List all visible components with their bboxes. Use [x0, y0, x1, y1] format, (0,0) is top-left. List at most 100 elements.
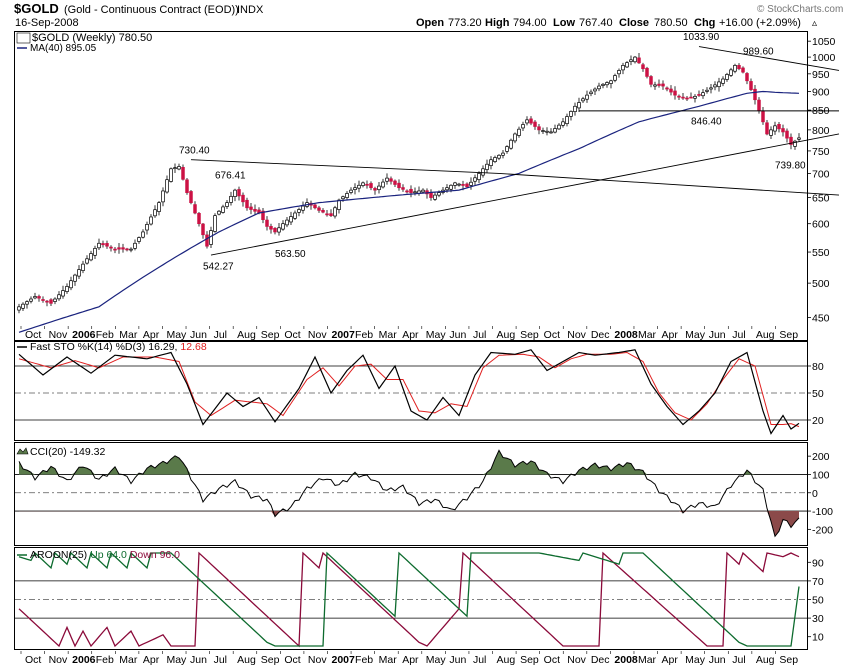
candle [205, 231, 209, 249]
candle [513, 132, 517, 144]
candle [117, 242, 121, 254]
candle [113, 247, 117, 254]
x-tick-label: Oct [544, 654, 560, 666]
x-tick-label: Jul [214, 654, 227, 666]
watermark: © StockCharts.com [757, 4, 843, 15]
candle [577, 97, 581, 113]
candle [765, 119, 769, 136]
candle [729, 67, 733, 78]
trendline [210, 133, 840, 256]
osc-tick-label: 50 [812, 595, 824, 607]
candle [97, 238, 101, 251]
osc-tick-label: 80 [812, 361, 824, 373]
x-tick-label: Mar [638, 654, 657, 666]
candle [309, 200, 313, 210]
x-tick-label: Oct [25, 329, 41, 341]
aroon-down-line [18, 551, 800, 648]
x-tick-label: Nov [308, 654, 327, 666]
candle [637, 53, 641, 64]
candle [81, 260, 85, 274]
sto-panel: 20 50 80 Fast STO %K(14) %D(3) 16.29, 12.6… [15, 341, 824, 435]
candle [41, 296, 45, 303]
candle [17, 303, 21, 314]
low-value: 767.40 [579, 17, 613, 29]
candle [609, 79, 613, 89]
price-tick-label: 500 [812, 278, 830, 290]
x-tick-label: Mar [379, 329, 398, 341]
x-tick-label: May [166, 654, 187, 666]
candle [705, 87, 709, 94]
candle [769, 126, 773, 140]
candle [345, 191, 349, 200]
candle [797, 133, 801, 142]
candle [45, 299, 49, 307]
candle [673, 86, 677, 100]
candle [665, 86, 669, 92]
open-label: Open [416, 17, 444, 29]
price-tick-label: 800 [812, 125, 830, 137]
candle [65, 283, 69, 294]
x-tick-label: Feb [355, 654, 373, 666]
candle [173, 163, 177, 173]
candle [613, 73, 617, 83]
chart-date: 16-Sep-2008 [15, 17, 79, 29]
x-tick-label: Sep [520, 654, 539, 666]
price-tick-label: 650 [812, 193, 830, 205]
candle [593, 87, 597, 96]
x-tick-label: 2006 [72, 654, 96, 666]
price-y-axis: 450 500 550 600 650 700 750 800 850 900 950 1000 105… [807, 36, 836, 325]
candle [297, 207, 301, 217]
candle [541, 127, 545, 135]
x-tick-label: Mar [119, 654, 138, 666]
candle [617, 68, 621, 78]
sto-legend-prefix: Fast STO %K(14) %D(3) 16.29, 12.68 [30, 341, 207, 353]
candle [221, 204, 225, 214]
x-tick-label: Aug [237, 329, 256, 341]
candle [429, 189, 433, 201]
x-tick-label: May [685, 329, 706, 341]
sto-k-line [18, 349, 800, 435]
x-tick-label: Sep [261, 329, 280, 341]
candle [601, 82, 605, 89]
candle [281, 220, 285, 231]
x-tick-label: Jul [214, 329, 227, 341]
candle [137, 236, 141, 244]
x-tick-label: May [426, 654, 447, 666]
candle [417, 186, 421, 196]
candle [721, 76, 725, 87]
price-tick-label: 700 [812, 168, 830, 180]
x-tick-label: Nov [567, 329, 586, 341]
x-tick-label: Sep [520, 329, 539, 341]
osc-tick-label: 20 [812, 415, 824, 427]
candle [701, 88, 705, 99]
x-tick-label: Apr [402, 329, 419, 341]
candle [465, 182, 469, 188]
price-tick-label: 750 [812, 146, 830, 158]
candle [129, 247, 133, 253]
candle [597, 82, 601, 92]
candle [393, 179, 397, 187]
candle [373, 186, 377, 195]
x-tick-label: Feb [96, 329, 114, 341]
price-tick-label: 1000 [812, 52, 836, 64]
chg-value: +16.00 (+2.09%) [719, 17, 801, 29]
price-legend-text: $GOLD (Weekly) 780.50 [32, 32, 152, 44]
x-tick-label: Mar [638, 329, 657, 341]
candle [73, 273, 77, 286]
candle [69, 276, 73, 291]
x-tick-label: Jul [732, 654, 745, 666]
candle [421, 188, 425, 194]
candle [245, 197, 249, 211]
price-tick-label: 950 [812, 69, 830, 81]
candle [329, 209, 333, 218]
candle [33, 292, 37, 300]
candle [109, 245, 113, 252]
x-tick-label: Aug [756, 329, 775, 341]
candle [653, 81, 657, 90]
candle [409, 185, 413, 198]
sto-d-line [18, 351, 800, 428]
sto-d-value: 12.68 [180, 341, 206, 353]
price-panel: 450 500 550 600 650 700 750 800 850 900 950 1000 105… [16, 32, 840, 333]
aroon-panel-frame [14, 547, 808, 650]
